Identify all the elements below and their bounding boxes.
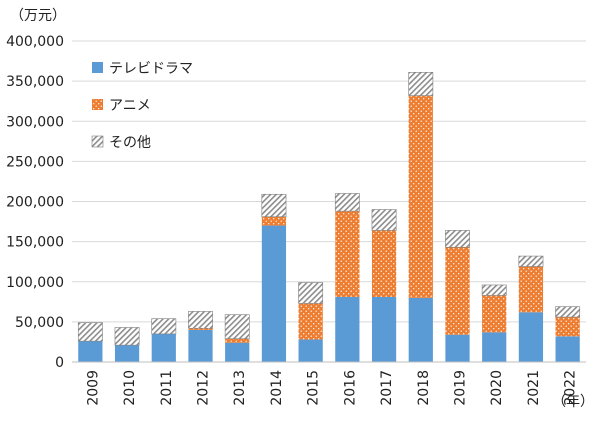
x-tick-label: 2012 [196,370,212,406]
y-tick-label: 50,000 [15,315,64,331]
bar-segment-2012-series-3 [188,311,213,329]
y-tick-label: 300,000 [6,114,64,130]
bar-segment-2020-series-2 [482,295,507,333]
bar-segment-2020-series-3 [481,284,507,296]
bar-segment-2021-series-2 [518,266,544,313]
x-tick-label: 2015 [306,370,322,406]
bar-segment-2012-series-1 [188,329,213,362]
bar-segment-2015-series-1 [298,339,323,362]
x-tick-label: 2016 [342,370,358,406]
bars [77,71,581,362]
bar-segment-2018-series-3 [408,71,434,96]
bar-segment-2016-series-3 [334,193,360,212]
bar-segment-2009-series-3 [77,322,103,342]
bar-segment-2022-series-2 [555,317,580,337]
x-axis-unit-label: （年） [552,394,594,410]
x-tick-label: 2021 [526,370,542,406]
bar-segment-2017-series-2 [371,230,397,297]
x-tick-label: 2022 [563,370,579,406]
bar-segment-2018-series-2 [408,95,433,298]
bar-segment-2017-series-1 [371,296,397,362]
bar-segment-2014-series-2 [261,216,287,226]
axes: 0 50,000 100,000 150,000 200,000 250,000 300,0… [6,34,586,406]
y-tick-label: 400,000 [6,34,64,50]
legend-swatch [91,135,104,148]
bar-segment-2012-series-2 [188,328,213,330]
x-tick-label: 2011 [159,370,175,406]
legend-label: その他 [109,135,151,151]
bar-segment-2022-series-1 [555,336,580,362]
bar-segment-2021-series-3 [518,255,544,267]
y-tick-label: 0 [55,355,64,371]
bar-segment-2021-series-1 [518,312,544,362]
legend-swatch [92,62,103,73]
legend-label: テレビドラマ [109,61,193,77]
x-tick-label: 2019 [453,370,469,406]
bar-segment-2010-series-3 [114,327,140,346]
y-tick-label: 150,000 [6,235,64,251]
bar-segment-2015-series-3 [298,282,324,304]
x-tick-label: 2018 [416,370,432,406]
bar-segment-2013-series-3 [224,314,250,340]
bar-segment-2016-series-1 [335,296,360,362]
x-tick-label: 2014 [269,370,285,406]
x-tick-label: 2009 [85,370,101,406]
x-tick-label: 2020 [489,370,505,406]
bar-segment-2013-series-2 [225,338,250,343]
x-tick-label: 2013 [232,370,248,406]
legend-label: アニメ [109,98,151,114]
y-tick-label: 100,000 [6,275,64,291]
bar-segment-2016-series-2 [335,211,360,297]
bar-segment-2015-series-2 [298,303,323,340]
y-tick-label: 250,000 [6,154,64,170]
y-tick-label: 350,000 [6,74,64,90]
x-tick-label: 2010 [122,370,138,406]
bar-segment-2019-series-3 [445,230,470,248]
x-tick-label: 2017 [379,370,395,406]
bar-segment-2020-series-1 [482,332,507,362]
bar-segment-2019-series-2 [445,247,470,335]
gridlines [72,40,586,323]
bar-segment-2011-series-1 [151,333,176,362]
bar-segment-2011-series-3 [151,318,177,335]
bar-segment-2018-series-1 [408,297,433,362]
bar-segment-2013-series-1 [225,342,250,362]
bar-segment-2014-series-1 [261,225,287,362]
bar-segment-2022-series-3 [555,306,581,318]
bar-segment-2017-series-3 [371,209,397,231]
y-axis-unit-label: （万元） [10,8,66,24]
legend-swatch [92,99,103,110]
bar-segment-2009-series-1 [78,341,103,362]
bar-segment-2019-series-1 [445,334,470,362]
y-tick-label: 200,000 [6,195,64,211]
bar-segment-2010-series-1 [114,345,140,362]
bar-segment-2014-series-3 [261,193,287,218]
